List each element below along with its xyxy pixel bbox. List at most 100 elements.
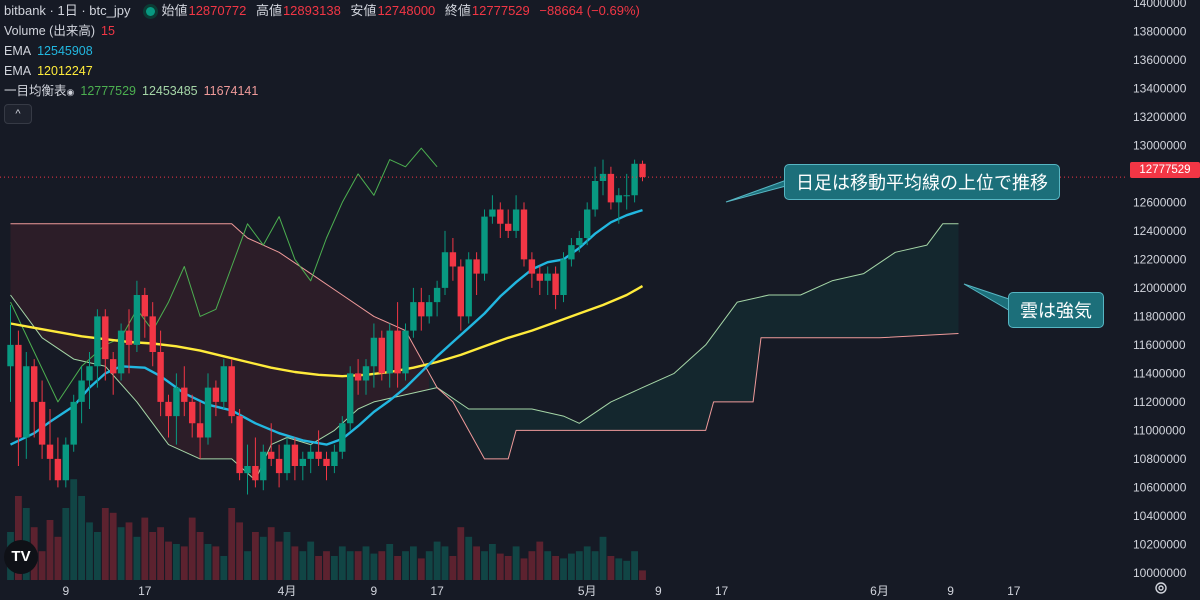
candle-body bbox=[299, 458, 306, 466]
time-tick-label: 9 bbox=[371, 584, 378, 598]
candle bbox=[339, 416, 346, 459]
candle bbox=[260, 444, 267, 491]
ema-slow-legend[interactable]: EMA 12012247 bbox=[4, 63, 99, 79]
candle bbox=[394, 302, 401, 388]
time-tick-label: 5月 bbox=[578, 584, 597, 598]
candle-body bbox=[283, 444, 291, 474]
candle-body bbox=[117, 330, 125, 374]
candle-body bbox=[347, 373, 354, 424]
candle-body bbox=[426, 302, 433, 317]
candle-body bbox=[576, 238, 583, 246]
volume-bar bbox=[489, 544, 496, 580]
candle bbox=[204, 373, 212, 445]
candle bbox=[552, 266, 559, 310]
candle-body bbox=[623, 195, 630, 197]
candle bbox=[62, 437, 69, 488]
candle bbox=[149, 302, 156, 367]
candle bbox=[370, 323, 378, 388]
open-label: 始値 bbox=[161, 3, 188, 18]
price-tick-label: 12000000 bbox=[1133, 281, 1187, 295]
market-status-icon bbox=[146, 7, 156, 17]
candle-body bbox=[394, 330, 401, 374]
volume-bar bbox=[212, 546, 220, 580]
candle-body bbox=[354, 373, 362, 381]
volume-bar bbox=[323, 551, 330, 580]
candle-body bbox=[536, 273, 543, 281]
volume-bar bbox=[465, 536, 473, 580]
volume-bar bbox=[591, 551, 599, 580]
volume-bar bbox=[354, 551, 362, 580]
callout-pointer bbox=[725, 176, 794, 203]
leading-span-b-line bbox=[10, 223, 959, 460]
candle bbox=[418, 287, 425, 331]
ichimoku-legend[interactable]: 一目均衡表◉ 12777529 12453485 11674141 bbox=[4, 83, 264, 100]
candle-body bbox=[110, 359, 117, 374]
symbol-title[interactable]: bitbank · 1日 · btc_jpy bbox=[4, 3, 131, 18]
candle-body bbox=[505, 223, 512, 231]
volume-bar bbox=[496, 553, 504, 580]
tradingview-logo[interactable]: TV bbox=[4, 540, 38, 574]
volume-bar bbox=[639, 570, 646, 580]
candle bbox=[157, 330, 164, 417]
price-tick-label: 11000000 bbox=[1133, 423, 1186, 437]
chart-legend-header: bitbank · 1日 · btc_jpy 始値12870772 高値12893… bbox=[4, 3, 646, 19]
candle bbox=[275, 444, 283, 488]
price-tick-label: 12400000 bbox=[1133, 224, 1187, 238]
volume-bars bbox=[7, 479, 646, 580]
time-tick-label: 17 bbox=[715, 584, 729, 598]
candle-body bbox=[94, 316, 101, 367]
candle-body bbox=[125, 330, 133, 345]
volume-bar bbox=[473, 546, 480, 580]
candle bbox=[544, 266, 551, 295]
volume-bar bbox=[267, 527, 275, 580]
settings-icon[interactable] bbox=[1154, 581, 1168, 595]
candle bbox=[505, 209, 512, 238]
ema-fast-legend[interactable]: EMA 12545908 bbox=[4, 43, 99, 59]
volume-bar bbox=[338, 546, 346, 580]
candle-body bbox=[331, 451, 338, 466]
price-tick-label: 11800000 bbox=[1133, 309, 1186, 323]
candle bbox=[584, 202, 591, 246]
high-value: 12893138 bbox=[282, 3, 341, 18]
candle-body bbox=[607, 173, 615, 203]
low-value: 12748000 bbox=[377, 3, 436, 18]
volume-bar bbox=[275, 541, 283, 580]
volume-bar bbox=[568, 553, 575, 580]
candle-body bbox=[31, 366, 38, 402]
candle bbox=[212, 380, 220, 417]
candle bbox=[70, 394, 77, 452]
volume-bar bbox=[615, 558, 623, 580]
candle bbox=[252, 437, 259, 488]
candle-body bbox=[291, 444, 299, 466]
candle bbox=[141, 287, 148, 338]
candle-body bbox=[544, 273, 551, 281]
candle-body bbox=[512, 209, 520, 231]
price-tick-label: 14000000 bbox=[1133, 0, 1187, 10]
candle bbox=[94, 309, 101, 388]
close-label: 終値 bbox=[444, 3, 471, 18]
volume-legend[interactable]: Volume (出来高) 15 bbox=[4, 23, 121, 39]
ichimoku-label: 一目均衡表 bbox=[4, 84, 67, 98]
candle-body bbox=[489, 209, 496, 217]
collapse-legend-button[interactable]: ^ bbox=[4, 104, 32, 124]
volume-bar bbox=[433, 541, 441, 580]
candle-body bbox=[252, 466, 259, 481]
time-tick-label: 17 bbox=[138, 584, 152, 598]
candle bbox=[102, 309, 109, 381]
candle-body bbox=[54, 458, 62, 481]
price-tick-label: 13400000 bbox=[1133, 81, 1187, 95]
price-tick-label: 13600000 bbox=[1133, 53, 1187, 67]
candle bbox=[441, 230, 449, 295]
candle bbox=[15, 330, 22, 466]
price-tick-label: 11200000 bbox=[1133, 395, 1186, 409]
close-value: 12777529 bbox=[471, 3, 530, 18]
last-price-tag: 12777529 bbox=[1130, 162, 1200, 178]
price-tick-label: 12600000 bbox=[1133, 195, 1187, 209]
candle bbox=[631, 159, 638, 203]
ichimoku-settings-icon[interactable]: ◉ bbox=[66, 87, 75, 97]
volume-bar bbox=[149, 532, 157, 580]
candle bbox=[110, 352, 117, 395]
volume-bar bbox=[504, 556, 512, 580]
volume-bar bbox=[623, 560, 631, 580]
